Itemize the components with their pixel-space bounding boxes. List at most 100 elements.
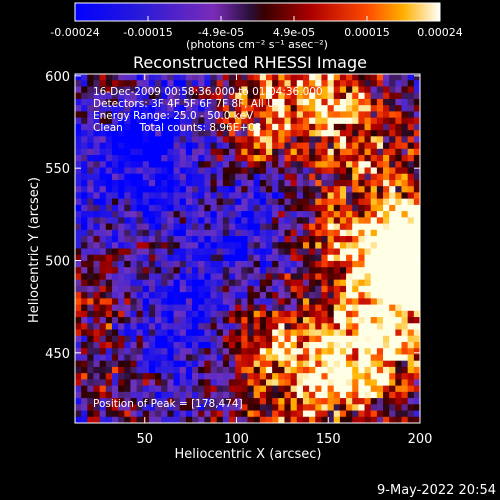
heatmap-cell xyxy=(278,391,286,399)
heatmap-cell xyxy=(229,167,236,175)
heatmap-cell xyxy=(309,398,316,405)
heatmap-cell xyxy=(111,105,119,112)
heatmap-cell xyxy=(136,373,144,380)
heatmap-cell xyxy=(315,248,323,256)
heatmap-cell xyxy=(401,292,409,299)
heatmap-cell xyxy=(235,323,242,331)
heatmap-cell xyxy=(364,348,372,356)
heatmap-cell xyxy=(407,348,415,356)
heatmap-cell xyxy=(407,92,415,100)
heatmap-cell xyxy=(278,373,286,380)
heatmap-cell xyxy=(296,86,304,94)
heatmap-cell xyxy=(346,186,353,194)
heatmap-cell xyxy=(93,242,101,250)
heatmap-cell xyxy=(210,142,218,150)
heatmap-cell xyxy=(346,167,353,175)
heatmap-cell xyxy=(210,317,218,324)
heatmap-cell xyxy=(383,204,390,212)
heatmap-cell xyxy=(185,98,193,106)
heatmap-cell xyxy=(346,304,353,312)
heatmap-cell xyxy=(241,80,249,88)
heatmap-cell xyxy=(142,123,150,131)
heatmap-cell xyxy=(99,167,107,175)
heatmap-cell xyxy=(161,410,169,418)
heatmap-cell xyxy=(185,373,193,380)
heatmap-cell xyxy=(185,391,193,399)
heatmap-cell xyxy=(155,80,162,88)
heatmap-cell xyxy=(105,398,113,405)
heatmap-cell xyxy=(204,323,212,331)
heatmap-cell xyxy=(315,267,323,275)
heatmap-cell xyxy=(179,285,187,293)
heatmap-cell xyxy=(161,167,169,175)
heatmap-cell xyxy=(284,142,292,150)
heatmap-cell xyxy=(407,136,415,144)
heatmap-cell xyxy=(216,285,224,293)
heatmap-cell xyxy=(327,366,335,374)
heatmap-cell xyxy=(179,360,187,368)
heatmap-cell xyxy=(339,379,347,387)
heatmap-cell xyxy=(161,348,169,356)
heatmap-cell xyxy=(253,416,261,423)
heatmap-cell xyxy=(93,211,101,218)
heatmap-cell xyxy=(290,323,298,331)
heatmap-cell xyxy=(155,304,162,312)
heatmap-cell xyxy=(315,242,323,250)
heatmap-cell xyxy=(413,354,420,362)
heatmap-cell xyxy=(210,335,218,343)
heatmap-cell xyxy=(222,192,230,200)
heatmap-cell xyxy=(118,391,125,399)
heatmap-cell xyxy=(216,273,224,281)
heatmap-cell xyxy=(210,148,218,156)
heatmap-cell xyxy=(204,410,212,418)
heatmap-cell xyxy=(167,130,175,137)
heatmap-cell xyxy=(265,236,273,243)
heatmap-cell xyxy=(124,279,132,287)
heatmap-cell xyxy=(253,298,261,306)
heatmap-cell xyxy=(148,167,156,175)
heatmap-cell xyxy=(241,74,249,81)
heatmap-cell xyxy=(155,117,162,125)
heatmap-cell xyxy=(161,416,169,423)
heatmap-cell xyxy=(413,142,420,150)
heatmap-cell xyxy=(229,111,236,119)
heatmap-cell xyxy=(358,192,366,200)
heatmap-cell xyxy=(253,267,261,275)
heatmap-cell xyxy=(229,354,236,362)
heatmap-cell xyxy=(272,242,279,250)
heatmap-cell xyxy=(352,186,359,194)
heatmap-cell xyxy=(161,279,169,287)
heatmap-cell xyxy=(413,155,420,162)
heatmap-cell xyxy=(136,279,144,287)
heatmap-cell xyxy=(235,410,242,418)
heatmap-cell xyxy=(290,279,298,287)
heatmap-cell xyxy=(136,366,144,374)
heatmap-cell xyxy=(333,366,341,374)
heatmap-cell xyxy=(315,123,323,131)
heatmap-cell xyxy=(124,248,132,256)
heatmap-cell xyxy=(247,323,255,331)
heatmap-cell xyxy=(148,267,156,275)
heatmap-cell xyxy=(148,111,156,119)
heatmap-cell xyxy=(75,186,82,194)
heatmap-cell xyxy=(130,385,138,393)
heatmap-cell xyxy=(401,198,409,206)
heatmap-cell xyxy=(118,86,125,94)
heatmap-cell xyxy=(142,267,150,275)
heatmap-cell xyxy=(167,155,175,162)
heatmap-cell xyxy=(389,404,396,412)
heatmap-cell xyxy=(383,186,390,194)
heatmap-cell xyxy=(75,267,82,275)
heatmap-cell xyxy=(383,404,390,412)
heatmap-cell xyxy=(105,310,113,318)
heatmap-cell xyxy=(99,329,107,337)
heatmap-cell xyxy=(321,341,329,349)
heatmap-cell xyxy=(241,155,249,162)
heatmap-cell xyxy=(247,366,255,374)
heatmap-cell xyxy=(389,117,396,125)
heatmap-cell xyxy=(370,260,378,268)
heatmap-cell xyxy=(210,298,218,306)
heatmap-cell xyxy=(309,98,316,106)
heatmap-cell xyxy=(296,323,304,331)
heatmap-cell xyxy=(253,366,261,374)
